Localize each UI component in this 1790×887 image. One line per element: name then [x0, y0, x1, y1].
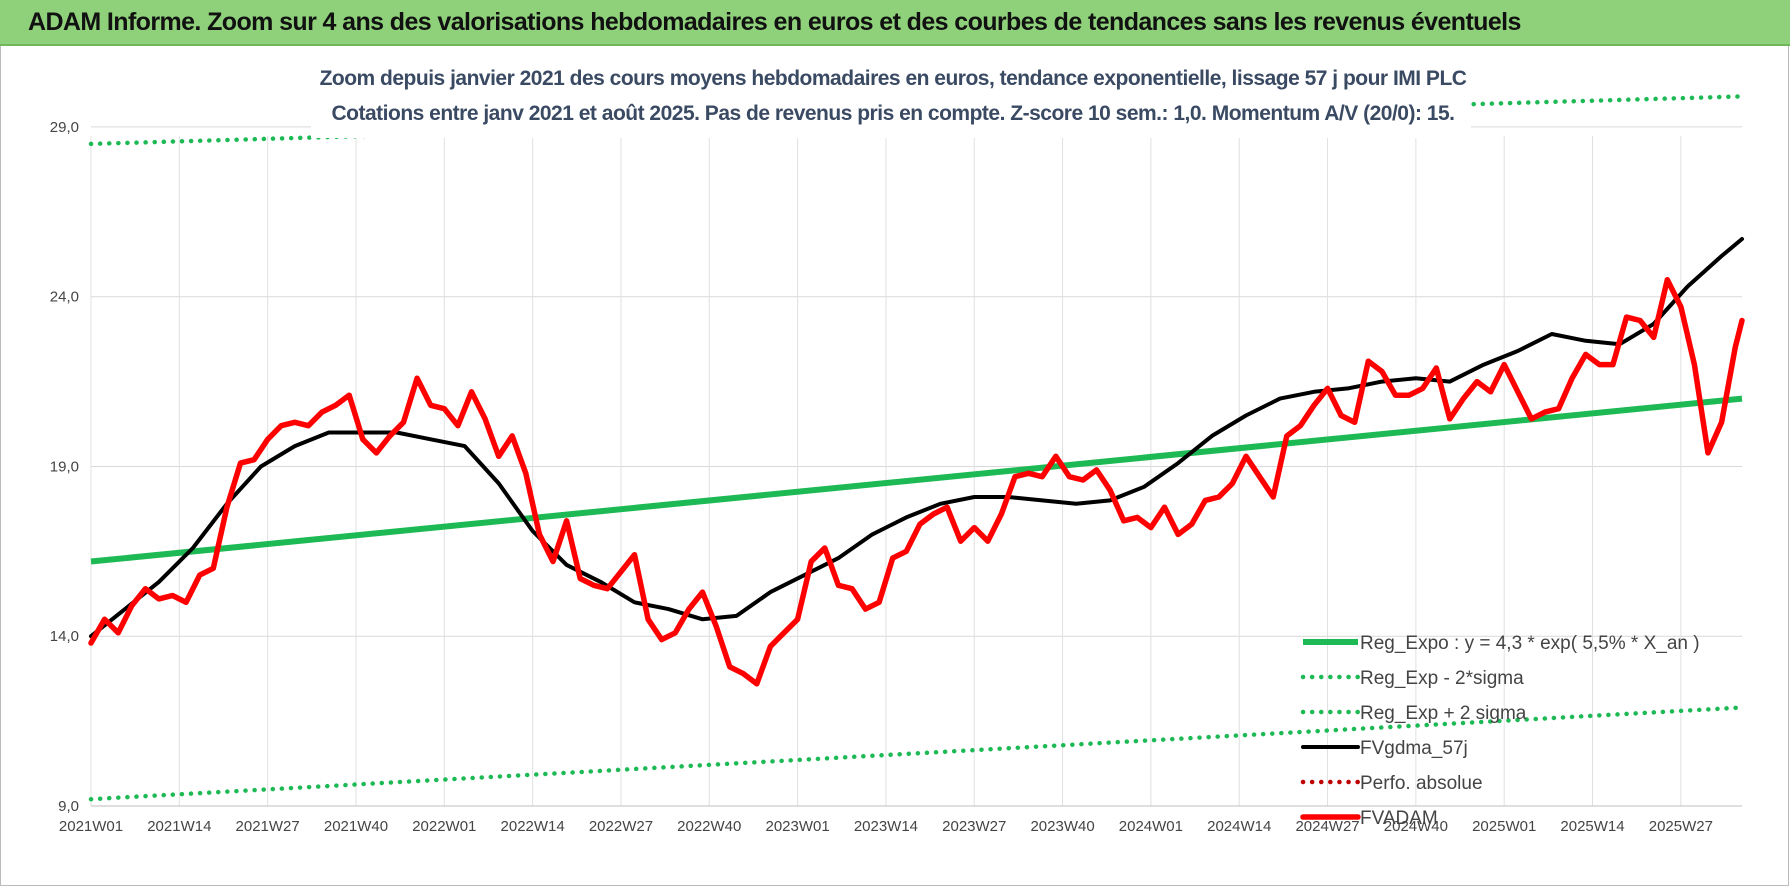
- chart-title: Zoom depuis janvier 2021 des cours moyen…: [320, 67, 1467, 90]
- y-tick-label: 19,0: [50, 458, 79, 475]
- x-tick-label: 2022W40: [677, 818, 741, 835]
- x-tick-label: 2024W14: [1207, 818, 1271, 835]
- title-banner: ADAM Informe. Zoom sur 4 ans des valoris…: [0, 0, 1790, 46]
- x-tick-label: 2024W27: [1295, 818, 1359, 835]
- x-axis-ticks: 2021W01 2021W14 2021W27 2021W40 2022W01 2022W…: [59, 818, 1713, 835]
- x-tick-label: 2023W14: [854, 818, 918, 835]
- legend-label-5: FVADAM: [1360, 808, 1438, 829]
- x-tick-label: 2023W40: [1030, 818, 1094, 835]
- x-tick-label: 2023W27: [942, 818, 1006, 835]
- x-tick-label: 2021W01: [59, 818, 123, 835]
- x-tick-label: 2025W14: [1560, 818, 1624, 835]
- legend-label-3: FVgdma_57j: [1360, 738, 1468, 759]
- y-tick-label: 14,0: [50, 628, 79, 645]
- series-line-5: [88, 276, 1745, 687]
- x-tick-label: 2023W01: [765, 818, 829, 835]
- legend-label-4: Perfo. absolue: [1360, 773, 1483, 794]
- grid: [90, 126, 1742, 807]
- line-chart: 9,0 14,0 19,0 24,0 29,0 2021W01 2021W14 2021W2…: [50, 58, 1745, 835]
- x-tick-label: 2022W01: [412, 818, 476, 835]
- legend-label-2: Reg_Exp + 2 sigma: [1360, 703, 1527, 724]
- legend-label-0: Reg_Expo : y = 4,3 * exp( 5,5% * X_an ): [1360, 633, 1700, 654]
- series-line-3: [89, 237, 1744, 639]
- series-line-1: [88, 705, 1745, 802]
- series-line-0: [90, 395, 1743, 565]
- series-group: [88, 94, 1745, 802]
- y-tick-label: 24,0: [50, 289, 79, 306]
- y-tick-label: 29,0: [50, 119, 79, 136]
- legend: Reg_Expo : y = 4,3 * exp( 5,5% * X_an ) R…: [1300, 633, 1700, 829]
- x-tick-label: 2022W27: [589, 818, 653, 835]
- x-tick-label: 2025W27: [1649, 818, 1713, 835]
- x-tick-label: 2021W27: [236, 818, 300, 835]
- legend-label-1: Reg_Exp - 2*sigma: [1360, 668, 1524, 689]
- x-tick-label: 2022W14: [501, 818, 565, 835]
- subtitle-background: [311, 58, 1471, 138]
- y-tick-label: 9,0: [58, 798, 79, 815]
- x-tick-label: 2024W01: [1119, 818, 1183, 835]
- y-axis-ticks: 9,0 14,0 19,0 24,0 29,0: [50, 119, 79, 815]
- x-tick-label: 2021W14: [147, 818, 211, 835]
- x-tick-label: 2025W01: [1472, 818, 1536, 835]
- banner-title: ADAM Informe. Zoom sur 4 ans des valoris…: [28, 8, 1521, 36]
- x-tick-label: 2024W40: [1384, 818, 1448, 835]
- x-tick-label: 2021W40: [324, 818, 388, 835]
- chart-frame: 9,0 14,0 19,0 24,0 29,0 2021W01 2021W14 2021W2…: [0, 46, 1789, 886]
- chart-subtitle: Cotations entre janv 2021 et août 2025. …: [332, 102, 1455, 125]
